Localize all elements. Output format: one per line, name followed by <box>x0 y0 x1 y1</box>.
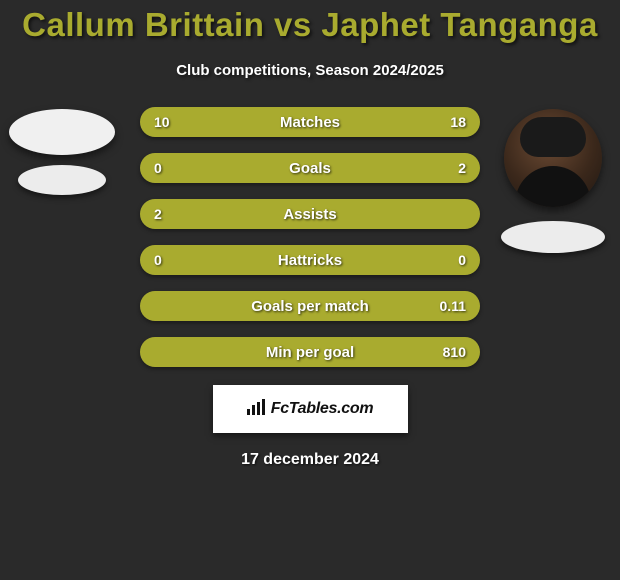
stat-bar-label: Min per goal <box>140 337 480 367</box>
stat-bar-label: Hattricks <box>140 245 480 275</box>
comparison-panel: Matches1018Goals02Assists2Hattricks00Goa… <box>0 107 620 469</box>
stat-bar: Min per goal810 <box>140 337 480 367</box>
stat-bar: Goals0 2 <box>140 153 480 183</box>
stat-bar: Matches10 18 <box>140 107 480 137</box>
date-text: 17 december 2024 <box>0 451 620 469</box>
player-card-right <box>492 109 614 253</box>
stat-bar-left-value: 0 <box>154 245 162 275</box>
stat-bar: Goals per match0.11 <box>140 291 480 321</box>
stat-bar-label: Assists <box>140 199 480 229</box>
stat-bar-right-value: 2 <box>458 153 466 183</box>
stat-bar-right-value: 18 <box>450 107 466 137</box>
stat-bar-label: Matches <box>140 107 480 137</box>
stat-bar: Hattricks0 0 <box>140 245 480 275</box>
logo-box[interactable]: FcTables.com <box>213 385 408 433</box>
player-card-left <box>6 109 118 195</box>
stat-bar-label: Goals per match <box>140 291 480 321</box>
page-title: Callum Brittain vs Japhet Tanganga <box>0 0 620 44</box>
page-subtitle: Club competitions, Season 2024/2025 <box>0 62 620 79</box>
avatar-left <box>9 109 115 155</box>
club-badge-right <box>501 221 605 253</box>
stat-bar-right-value: 810 <box>443 337 466 367</box>
stat-bars: Matches1018Goals02Assists2Hattricks00Goa… <box>140 107 480 367</box>
signal-icon <box>247 399 265 420</box>
club-badge-left <box>18 165 106 195</box>
avatar-right <box>504 109 602 207</box>
stat-bar-right-value: 0 <box>458 245 466 275</box>
stat-bar: Assists2 <box>140 199 480 229</box>
stat-bar-left-value: 0 <box>154 153 162 183</box>
stat-bar-right-value: 0.11 <box>440 291 466 321</box>
stat-bar-left-value: 10 <box>154 107 170 137</box>
logo-text: FcTables.com <box>271 400 374 418</box>
stat-bar-label: Goals <box>140 153 480 183</box>
stat-bar-left-value: 2 <box>154 199 162 229</box>
